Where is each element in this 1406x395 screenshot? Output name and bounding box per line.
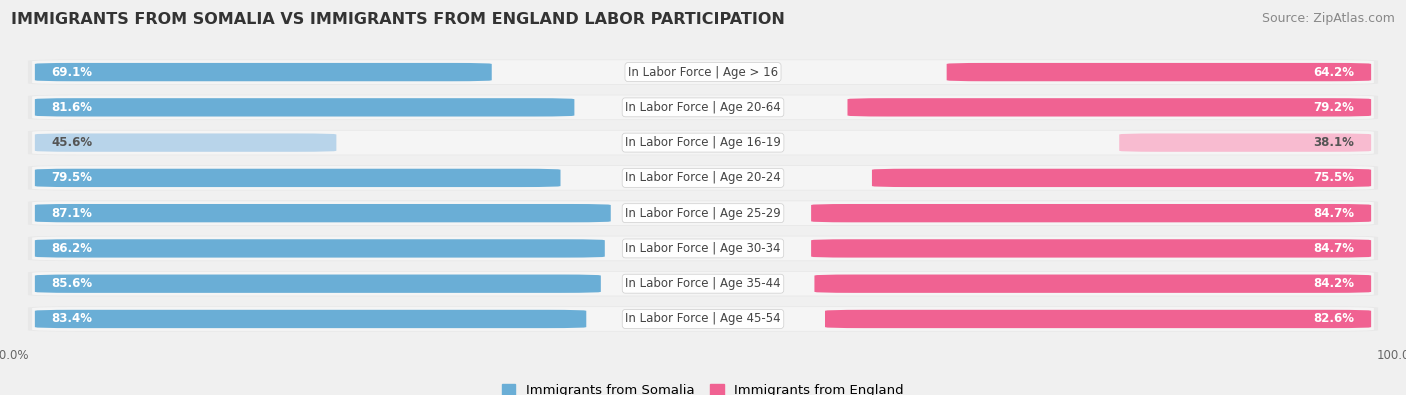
FancyBboxPatch shape [32, 201, 1374, 225]
FancyBboxPatch shape [35, 275, 600, 293]
Text: 69.1%: 69.1% [52, 66, 93, 79]
FancyBboxPatch shape [811, 204, 1371, 222]
Text: 87.1%: 87.1% [52, 207, 93, 220]
Text: 84.2%: 84.2% [1313, 277, 1354, 290]
FancyBboxPatch shape [28, 306, 1378, 332]
FancyBboxPatch shape [32, 307, 1374, 331]
FancyBboxPatch shape [872, 169, 1371, 187]
FancyBboxPatch shape [35, 134, 336, 152]
FancyBboxPatch shape [35, 310, 586, 328]
Text: 79.5%: 79.5% [52, 171, 93, 184]
Text: 85.6%: 85.6% [52, 277, 93, 290]
FancyBboxPatch shape [35, 63, 492, 81]
Text: In Labor Force | Age 45-54: In Labor Force | Age 45-54 [626, 312, 780, 325]
FancyBboxPatch shape [28, 95, 1378, 120]
FancyBboxPatch shape [35, 204, 610, 222]
Text: 38.1%: 38.1% [1313, 136, 1354, 149]
Text: 84.7%: 84.7% [1313, 207, 1354, 220]
FancyBboxPatch shape [946, 63, 1371, 81]
FancyBboxPatch shape [811, 239, 1371, 258]
FancyBboxPatch shape [32, 166, 1374, 190]
FancyBboxPatch shape [35, 239, 605, 258]
FancyBboxPatch shape [32, 96, 1374, 119]
Text: In Labor Force | Age 16-19: In Labor Force | Age 16-19 [626, 136, 780, 149]
FancyBboxPatch shape [814, 275, 1371, 293]
Text: 81.6%: 81.6% [52, 101, 93, 114]
Text: In Labor Force | Age 25-29: In Labor Force | Age 25-29 [626, 207, 780, 220]
Text: Source: ZipAtlas.com: Source: ZipAtlas.com [1261, 12, 1395, 25]
Text: 64.2%: 64.2% [1313, 66, 1354, 79]
FancyBboxPatch shape [32, 237, 1374, 260]
Text: 45.6%: 45.6% [52, 136, 93, 149]
Text: 86.2%: 86.2% [52, 242, 93, 255]
FancyBboxPatch shape [825, 310, 1371, 328]
FancyBboxPatch shape [28, 130, 1378, 155]
FancyBboxPatch shape [28, 59, 1378, 85]
FancyBboxPatch shape [28, 236, 1378, 261]
Text: 82.6%: 82.6% [1313, 312, 1354, 325]
Text: In Labor Force | Age > 16: In Labor Force | Age > 16 [628, 66, 778, 79]
Text: 83.4%: 83.4% [52, 312, 93, 325]
FancyBboxPatch shape [28, 201, 1378, 226]
Legend: Immigrants from Somalia, Immigrants from England: Immigrants from Somalia, Immigrants from… [496, 379, 910, 395]
FancyBboxPatch shape [32, 60, 1374, 84]
FancyBboxPatch shape [28, 165, 1378, 191]
Text: In Labor Force | Age 20-64: In Labor Force | Age 20-64 [626, 101, 780, 114]
Text: In Labor Force | Age 35-44: In Labor Force | Age 35-44 [626, 277, 780, 290]
FancyBboxPatch shape [35, 98, 575, 117]
FancyBboxPatch shape [32, 272, 1374, 295]
Text: 75.5%: 75.5% [1313, 171, 1354, 184]
Text: IMMIGRANTS FROM SOMALIA VS IMMIGRANTS FROM ENGLAND LABOR PARTICIPATION: IMMIGRANTS FROM SOMALIA VS IMMIGRANTS FR… [11, 12, 785, 27]
Text: In Labor Force | Age 20-24: In Labor Force | Age 20-24 [626, 171, 780, 184]
FancyBboxPatch shape [28, 271, 1378, 296]
FancyBboxPatch shape [1119, 134, 1371, 152]
FancyBboxPatch shape [848, 98, 1371, 117]
Text: 79.2%: 79.2% [1313, 101, 1354, 114]
FancyBboxPatch shape [35, 169, 561, 187]
Text: 84.7%: 84.7% [1313, 242, 1354, 255]
FancyBboxPatch shape [32, 131, 1374, 154]
Text: In Labor Force | Age 30-34: In Labor Force | Age 30-34 [626, 242, 780, 255]
